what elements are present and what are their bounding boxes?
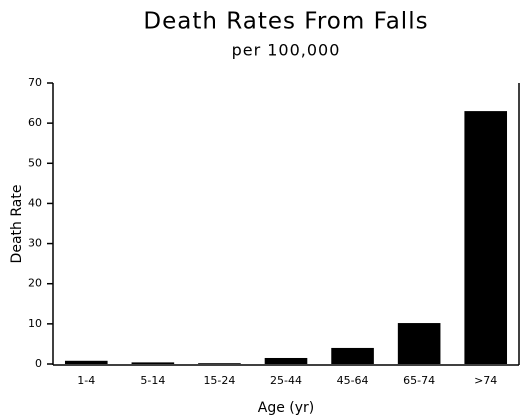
bar (64, 360, 108, 364)
bar (131, 362, 175, 364)
y-tick-label: 20 (28, 277, 42, 290)
chart-subtitle: per 100,000 (232, 41, 341, 60)
y-tick-label: 50 (28, 156, 42, 169)
chart-title: Death Rates From Falls (143, 9, 428, 35)
x-tick-label: 65-74 (403, 374, 435, 387)
y-tick-label: 10 (28, 317, 42, 330)
y-tick-label: 40 (28, 196, 42, 209)
y-tick-label: 30 (28, 237, 42, 250)
bar (198, 363, 241, 364)
y-tick-label: 70 (28, 76, 42, 89)
x-tick-label: 25-44 (270, 374, 302, 387)
x-tick-label: 45-64 (337, 374, 369, 387)
y-tick-label: 60 (28, 116, 42, 129)
bar (464, 111, 508, 364)
bar (397, 323, 441, 364)
x-tick-label: 5-14 (140, 374, 165, 387)
y-tick-label: 0 (35, 357, 42, 370)
bar (331, 347, 374, 364)
x-tick-label: >74 (474, 374, 497, 387)
y-axis-label: Death Rate (9, 185, 25, 264)
x-tick-label: 15-24 (203, 374, 235, 387)
x-tick-label: 1-4 (77, 374, 95, 387)
bar (264, 357, 308, 364)
x-axis-label: Age (yr) (258, 400, 315, 416)
